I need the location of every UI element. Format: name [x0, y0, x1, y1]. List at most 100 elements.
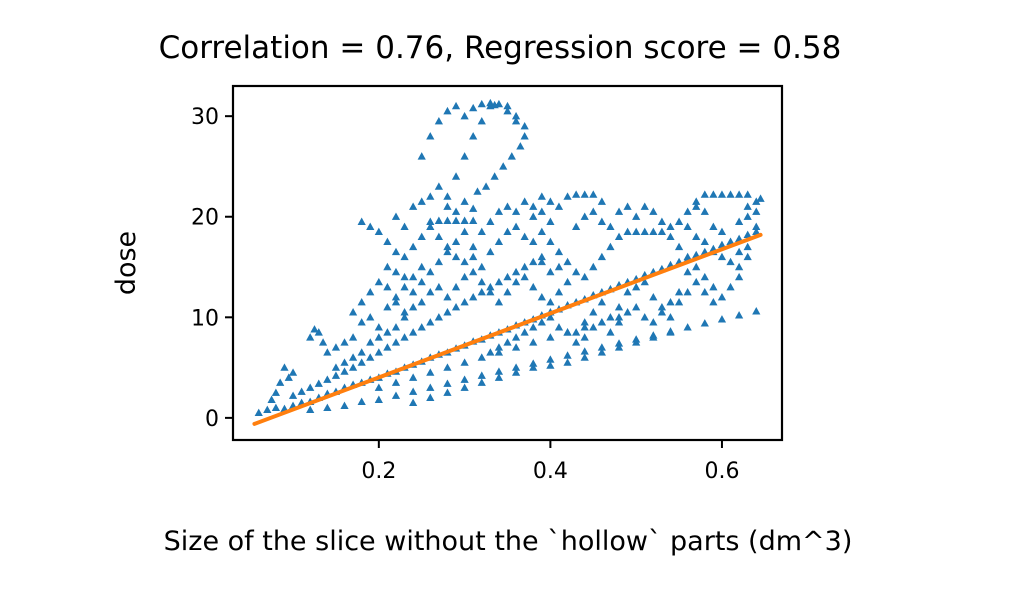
scatter-point — [331, 343, 341, 351]
scatter-point — [503, 202, 512, 210]
scatter-point — [554, 247, 564, 256]
scatter-point — [469, 204, 478, 212]
scatter-point — [417, 232, 426, 241]
scatter-point — [426, 217, 435, 225]
scatter-point — [717, 190, 727, 198]
scatter-point — [460, 358, 469, 366]
scatter-point — [546, 217, 555, 225]
scatter-point — [348, 333, 358, 341]
scatter-point — [529, 257, 538, 266]
scatter-point — [546, 267, 555, 276]
scatter-point — [374, 395, 383, 403]
scatter-point — [623, 227, 632, 236]
scatter-point — [409, 303, 418, 311]
scatter-point — [657, 308, 667, 316]
scatter-point — [752, 307, 761, 315]
scatter-point — [318, 338, 328, 346]
scatter-point — [520, 262, 529, 271]
scatter-point — [340, 338, 349, 346]
scatter-point — [383, 343, 392, 351]
scatter-point — [391, 267, 401, 276]
scatter-point — [374, 348, 383, 356]
scatter-point — [477, 353, 486, 361]
axes-frame — [231, 84, 784, 442]
scatter-point — [511, 343, 521, 351]
scatter-point — [469, 216, 478, 224]
scatter-point — [426, 318, 435, 326]
scatter-point — [554, 202, 564, 210]
scatter-point — [563, 277, 572, 286]
scatter-point — [357, 358, 366, 366]
scatter-point — [546, 298, 555, 306]
scatter-point — [443, 192, 452, 200]
scatter-point — [400, 282, 409, 291]
scatter-point — [580, 333, 589, 341]
scatter-point — [632, 282, 641, 291]
scatter-point — [597, 197, 606, 205]
scatter-point — [580, 353, 589, 361]
scatter-point — [692, 262, 701, 271]
scatter-point — [409, 398, 418, 406]
scatter-point — [529, 237, 538, 246]
scatter-point — [734, 272, 744, 281]
scatter-point — [606, 222, 615, 230]
scatter-point — [700, 287, 709, 296]
scatter-point — [572, 190, 581, 198]
scatter-point — [726, 257, 735, 266]
y-tick-label: 10 — [191, 306, 219, 331]
scatter-point — [511, 111, 521, 120]
scatter-point — [486, 348, 495, 356]
scatter-point — [511, 368, 521, 376]
y-axis-ticks: 0 10 20 30 — [191, 105, 233, 432]
scatter-point — [486, 217, 495, 225]
scatter-point — [597, 217, 606, 225]
scatter-point — [460, 383, 469, 391]
scatter-point — [649, 227, 658, 236]
scatter-point — [340, 401, 349, 409]
scatter-point — [563, 351, 572, 359]
scatter-point — [580, 272, 589, 281]
scatter-point — [443, 216, 452, 224]
scatter-point — [734, 247, 744, 256]
scatter-point — [443, 247, 452, 256]
scatter-point — [263, 405, 272, 414]
scatter-point — [383, 328, 392, 336]
scatter-point — [443, 292, 452, 301]
scatter-point — [674, 287, 684, 296]
scatter-point — [306, 333, 315, 341]
scatter-point — [503, 338, 512, 346]
scatter-point — [503, 287, 512, 296]
scatter-point — [306, 383, 315, 391]
scatter-point — [734, 190, 744, 198]
scatter-point — [451, 216, 461, 224]
scatter-point — [443, 363, 452, 371]
scatter-point — [331, 371, 341, 379]
scatter-point — [511, 116, 521, 125]
scatter-point — [589, 262, 598, 271]
scatter-point — [546, 313, 555, 321]
scatter-point — [494, 99, 504, 108]
scatter-point — [477, 227, 486, 236]
scatter-point — [614, 318, 624, 326]
scatter-point — [734, 311, 744, 319]
scatter-point — [443, 388, 452, 396]
scatter-point — [254, 408, 263, 417]
scatter-point — [546, 361, 555, 369]
scatter-point — [683, 222, 692, 230]
scatter-point — [460, 197, 469, 205]
scatter-point — [348, 308, 358, 316]
scatter-point — [490, 100, 499, 109]
scatter-point — [649, 292, 658, 301]
scatter-point — [683, 323, 692, 331]
scatter-point — [709, 222, 718, 230]
scatter-point — [529, 363, 538, 371]
scatter-point — [743, 190, 752, 198]
x-axis-label: Size of the slice without the `hollow` p… — [164, 526, 853, 557]
scatter-point — [537, 227, 546, 236]
scatter-point — [306, 405, 315, 414]
scatter-point — [726, 282, 735, 291]
scatter-point — [683, 207, 692, 215]
y-tick-label: 20 — [191, 206, 219, 231]
scatter-point — [743, 252, 752, 261]
scatter-point — [460, 152, 469, 160]
